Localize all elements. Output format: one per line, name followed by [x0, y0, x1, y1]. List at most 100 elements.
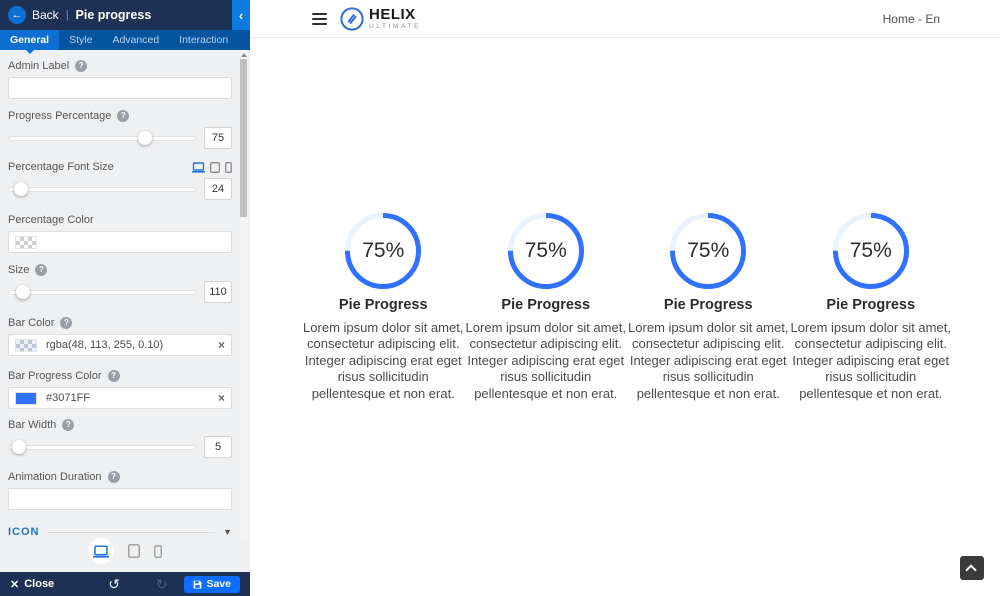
- bar-width-slider[interactable]: [8, 436, 196, 458]
- slider-thumb[interactable]: [16, 285, 31, 299]
- pie-description: Lorem ipsum dolor sit amet, consectetur …: [303, 320, 464, 401]
- animation-duration-label: Animation Duration: [8, 471, 102, 483]
- clear-color-icon[interactable]: ×: [217, 338, 225, 352]
- pie-description: Lorem ipsum dolor sit amet, consectetur …: [465, 320, 626, 401]
- pie-title: Pie Progress: [826, 297, 916, 313]
- percentage-color-row: Percentage Color: [8, 214, 232, 226]
- admin-label-input[interactable]: [8, 77, 232, 99]
- menu-item-home[interactable]: Home - En: [882, 11, 940, 26]
- bar-color-row: Bar Color ?: [8, 317, 232, 329]
- save-button[interactable]: Save: [184, 575, 240, 593]
- percentage-font-size-value-input[interactable]: [204, 178, 232, 200]
- save-disk-icon: [194, 580, 202, 588]
- scroll-to-top-button[interactable]: [960, 556, 984, 580]
- percentage-font-size-label: Percentage Font Size: [8, 161, 114, 173]
- device-mobile-button[interactable]: [154, 544, 162, 558]
- progress-percentage-label: Progress Percentage: [8, 110, 112, 122]
- color-value: rgba(48, 113, 255, 0.10): [46, 339, 164, 351]
- size-slider[interactable]: [8, 281, 196, 303]
- settings-panel: ← Back | Pie progress ‹ General Style Ad…: [0, 0, 250, 596]
- logo-title: HELIX: [369, 5, 416, 23]
- section-divider: [47, 531, 216, 533]
- redo-icon[interactable]: ↻: [155, 575, 168, 592]
- pie-progress-widget: 75% Pie Progress Lorem ipsum dolor sit a…: [627, 213, 790, 402]
- icon-section-toggle[interactable]: ICON ▼: [8, 526, 232, 538]
- pie-progress-section: 75% Pie Progress Lorem ipsum dolor sit a…: [302, 213, 952, 402]
- tab-interaction[interactable]: Interaction: [179, 34, 229, 46]
- icon-section-label: ICON: [8, 526, 40, 538]
- collapse-panel-icon[interactable]: ‹: [232, 0, 250, 30]
- percentage-color-label: Percentage Color: [8, 214, 94, 226]
- back-button[interactable]: Back: [32, 8, 59, 22]
- pie-circle: 75%: [345, 213, 422, 289]
- color-value: #3071FF: [46, 392, 91, 404]
- percentage-font-size-row: Percentage Font Size: [8, 161, 232, 173]
- bar-progress-color-input[interactable]: #3071FF ×: [8, 387, 232, 409]
- percentage-color-input[interactable]: [8, 231, 232, 253]
- size-row: Size ?: [8, 264, 232, 276]
- panel-scrollbar[interactable]: [239, 50, 248, 540]
- tablet-icon: [128, 544, 140, 558]
- tab-advanced[interactable]: Advanced: [112, 34, 160, 46]
- desktop-icon[interactable]: [192, 161, 205, 173]
- help-icon: ?: [107, 471, 120, 483]
- pie-percent-label: 75%: [849, 239, 892, 262]
- bar-color-input[interactable]: rgba(48, 113, 255, 0.10) ×: [8, 334, 232, 356]
- logo-subtitle: ULTIMATE: [369, 22, 421, 30]
- scrollbar-thumb[interactable]: [240, 59, 247, 217]
- site-logo[interactable]: HELIX ULTIMATE: [340, 7, 421, 31]
- percentage-font-size-slider[interactable]: [8, 178, 196, 200]
- back-arrow-icon[interactable]: ←: [8, 6, 26, 24]
- slider-thumb[interactable]: [138, 131, 153, 145]
- tablet-icon[interactable]: [210, 161, 220, 173]
- menu-hamburger-icon[interactable]: [312, 10, 327, 28]
- chevron-up-icon: [965, 564, 977, 576]
- pie-description: Lorem ipsum dolor sit amet, consectetur …: [790, 320, 951, 401]
- help-icon: ?: [107, 370, 120, 382]
- preview-topbar: HELIX ULTIMATE Home - En: [250, 0, 1000, 38]
- progress-percentage-row: Progress Percentage ?: [8, 110, 232, 122]
- undo-icon[interactable]: ↺: [108, 575, 120, 592]
- pie-percent-label: 75%: [524, 239, 567, 262]
- slider-thumb[interactable]: [12, 440, 27, 454]
- panel-title: Pie progress: [75, 8, 152, 22]
- progress-percentage-slider[interactable]: [8, 127, 196, 149]
- preview-device-switcher: [0, 538, 250, 564]
- animation-duration-input[interactable]: [8, 488, 232, 510]
- panel-tabs: General Style Advanced Interaction: [0, 30, 250, 54]
- bar-color-label: Bar Color: [8, 317, 55, 329]
- pie-circle: 75%: [832, 213, 909, 289]
- bar-progress-color-label: Bar Progress Color: [8, 370, 102, 382]
- bar-width-row: Bar Width ?: [8, 419, 232, 431]
- chevron-down-icon: ▼: [223, 527, 232, 537]
- bar-width-value-input[interactable]: [204, 436, 232, 458]
- tab-style[interactable]: Style: [69, 34, 93, 46]
- mobile-icon[interactable]: [225, 161, 232, 173]
- desktop-icon: [93, 544, 109, 558]
- pie-title: Pie Progress: [501, 297, 591, 313]
- device-tablet-button[interactable]: [128, 544, 140, 558]
- help-icon: ?: [75, 60, 88, 72]
- progress-percentage-value-input[interactable]: [204, 127, 232, 149]
- animation-duration-row: Animation Duration ?: [8, 471, 232, 483]
- scrollbar-up-arrow[interactable]: [240, 53, 247, 57]
- clear-color-icon[interactable]: ×: [217, 391, 225, 405]
- device-desktop-button[interactable]: [88, 538, 114, 564]
- help-icon: ?: [35, 264, 48, 276]
- slider-thumb[interactable]: [14, 182, 29, 196]
- tab-general[interactable]: General: [0, 30, 60, 54]
- slider-track: [8, 445, 196, 450]
- pie-percent-label: 75%: [687, 239, 730, 262]
- close-icon: ✕: [10, 578, 20, 591]
- slider-track: [8, 187, 196, 192]
- pie-progress-widget: 75% Pie Progress Lorem ipsum dolor sit a…: [465, 213, 628, 402]
- header-separator: |: [65, 9, 69, 21]
- close-button[interactable]: ✕ Close: [10, 578, 55, 591]
- help-icon: ?: [117, 110, 130, 122]
- color-swatch: [15, 235, 37, 249]
- color-swatch: [15, 338, 37, 352]
- pie-circle: 75%: [507, 213, 584, 289]
- panel-footer: ✕ Close ↺ ↻ Save: [0, 572, 250, 596]
- size-value-input[interactable]: [204, 281, 232, 303]
- pie-title: Pie Progress: [663, 297, 753, 313]
